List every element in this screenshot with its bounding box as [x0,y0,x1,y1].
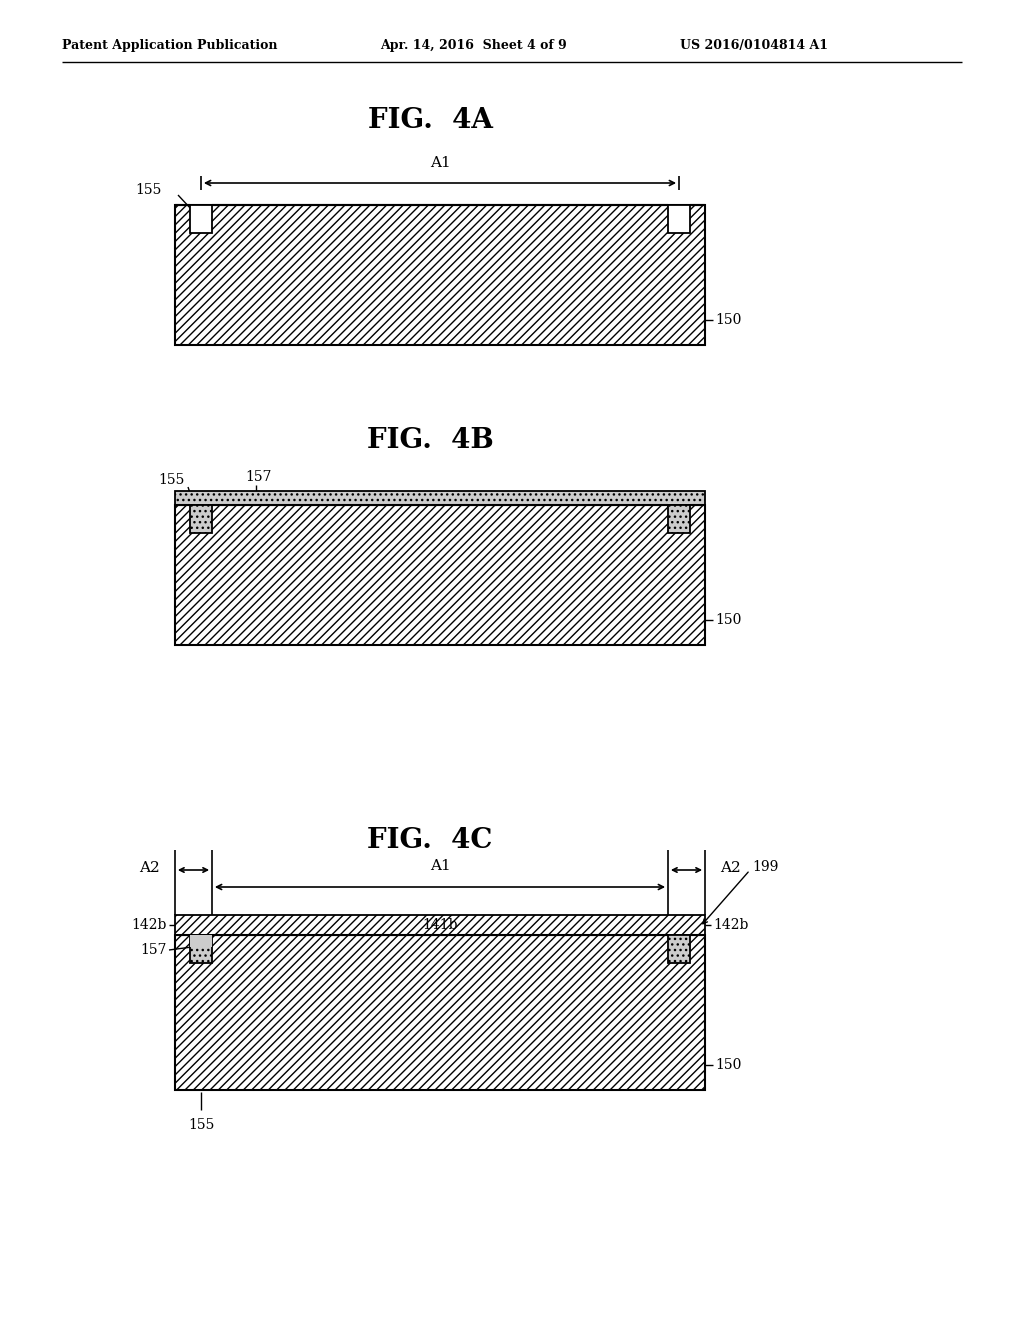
Bar [175,935,705,1090]
Text: 150: 150 [715,612,741,627]
Bar [190,506,212,533]
Text: A2: A2 [720,861,740,875]
Text: Patent Application Publication: Patent Application Publication [62,38,278,51]
Text: 155: 155 [159,473,185,487]
Text: A1: A1 [430,156,451,170]
Bar [668,205,690,234]
Text: 150: 150 [715,313,741,327]
Bar [668,506,690,533]
Text: 150: 150 [715,1059,741,1072]
Bar [175,915,705,935]
Text: Apr. 14, 2016  Sheet 4 of 9: Apr. 14, 2016 Sheet 4 of 9 [380,38,566,51]
Text: A1: A1 [430,859,451,873]
Bar [175,491,705,506]
Bar [175,205,705,345]
Text: 157: 157 [245,470,271,484]
Text: FIG.  4A: FIG. 4A [368,107,493,133]
Bar [190,935,212,964]
Bar [175,491,705,506]
Text: US 2016/0104814 A1: US 2016/0104814 A1 [680,38,828,51]
Text: A2: A2 [139,861,160,875]
Text: 142b: 142b [132,917,167,932]
Bar [190,205,212,234]
Text: 157: 157 [140,942,167,957]
Text: 199: 199 [752,861,778,874]
Text: 155: 155 [187,1118,214,1133]
Text: 155: 155 [135,183,162,197]
Text: 141b: 141b [422,917,458,932]
Text: FIG.  4B: FIG. 4B [367,426,494,454]
Text: FIG.  4C: FIG. 4C [368,826,493,854]
Bar [190,935,212,946]
Bar [175,506,705,645]
Bar [668,935,690,964]
Text: 142b: 142b [713,917,749,932]
